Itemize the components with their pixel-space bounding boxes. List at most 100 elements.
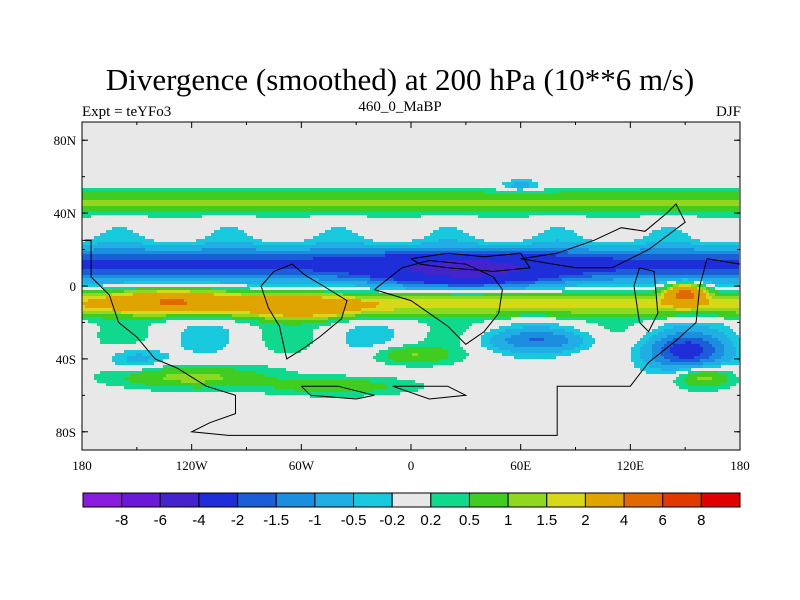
field-cell (520, 191, 523, 194)
field-cell (301, 263, 304, 266)
field-cell (310, 239, 313, 242)
field-cell (172, 191, 175, 194)
field-cell (553, 188, 556, 191)
field-cell (661, 206, 664, 209)
field-cell (118, 275, 121, 278)
field-cell (724, 197, 727, 200)
field-cell (694, 191, 697, 194)
field-cell (679, 245, 682, 248)
field-cell (577, 209, 580, 212)
field-cell (532, 257, 535, 260)
field-cell (259, 209, 262, 212)
field-cell (268, 212, 271, 215)
field-cell (529, 245, 532, 248)
field-cell (160, 251, 163, 254)
field-cell (235, 209, 238, 212)
field-cell (199, 245, 202, 248)
field-cell (370, 191, 373, 194)
field-cell (664, 212, 667, 215)
field-cell (259, 191, 262, 194)
field-cell (466, 257, 469, 260)
field-cell (490, 191, 493, 194)
field-cell (280, 209, 283, 212)
field-cell (82, 263, 85, 266)
field-cell (121, 209, 124, 212)
field-cell (283, 263, 286, 266)
field-cell (157, 209, 160, 212)
field-cell (457, 197, 460, 200)
field-cell (373, 203, 376, 206)
field-cell (613, 206, 616, 209)
field-cell (352, 200, 355, 203)
field-cell (502, 248, 505, 251)
field-cell (394, 260, 397, 263)
field-cell (523, 260, 526, 263)
field-cell (367, 203, 370, 206)
field-cell (388, 272, 391, 275)
field-cell (286, 194, 289, 197)
field-cell (262, 254, 265, 257)
field-cell (574, 272, 577, 275)
field-cell (367, 194, 370, 197)
field-cell (184, 257, 187, 260)
field-cell (466, 203, 469, 206)
field-cell (703, 254, 706, 257)
field-cell (613, 197, 616, 200)
field-cell (505, 245, 508, 248)
field-cell (556, 194, 559, 197)
field-cell (727, 191, 730, 194)
field-cell (376, 191, 379, 194)
field-cell (562, 188, 565, 191)
field-cell (295, 245, 298, 248)
field-cell (736, 188, 739, 191)
field-cell (424, 254, 427, 257)
field-cell (667, 245, 670, 248)
field-cell (184, 275, 187, 278)
field-cell (256, 215, 259, 218)
field-cell (262, 263, 265, 266)
field-cell (322, 242, 325, 245)
field-cell (229, 194, 232, 197)
field-cell (445, 233, 448, 236)
field-cell (571, 236, 574, 239)
field-cell (115, 191, 118, 194)
field-cell (334, 227, 337, 230)
field-cell (166, 257, 169, 260)
field-cell (208, 203, 211, 206)
field-cell (304, 203, 307, 206)
field-cell (247, 203, 250, 206)
field-cell (697, 248, 700, 251)
field-cell (604, 242, 607, 245)
field-cell (523, 209, 526, 212)
field-cell (682, 245, 685, 248)
field-cell (151, 257, 154, 260)
field-cell (562, 269, 565, 272)
field-cell (364, 194, 367, 197)
field-cell (223, 260, 226, 263)
field-cell (451, 248, 454, 251)
field-cell (508, 203, 511, 206)
field-cell (154, 209, 157, 212)
field-cell (562, 239, 565, 242)
field-cell (658, 233, 661, 236)
field-cell (316, 245, 319, 248)
field-cell (118, 188, 121, 191)
field-cell (223, 197, 226, 200)
field-cell (103, 266, 106, 269)
field-cell (220, 188, 223, 191)
field-cell (607, 203, 610, 206)
field-cell (418, 260, 421, 263)
field-cell (535, 191, 538, 194)
field-cell (373, 269, 376, 272)
field-cell (166, 266, 169, 269)
field-cell (262, 275, 265, 278)
field-cell (292, 248, 295, 251)
field-cell (625, 188, 628, 191)
field-cell (220, 203, 223, 206)
field-cell (232, 206, 235, 209)
field-cell (229, 191, 232, 194)
field-cell (94, 200, 97, 203)
field-cell (505, 191, 508, 194)
field-cell (571, 260, 574, 263)
field-cell (223, 227, 226, 230)
